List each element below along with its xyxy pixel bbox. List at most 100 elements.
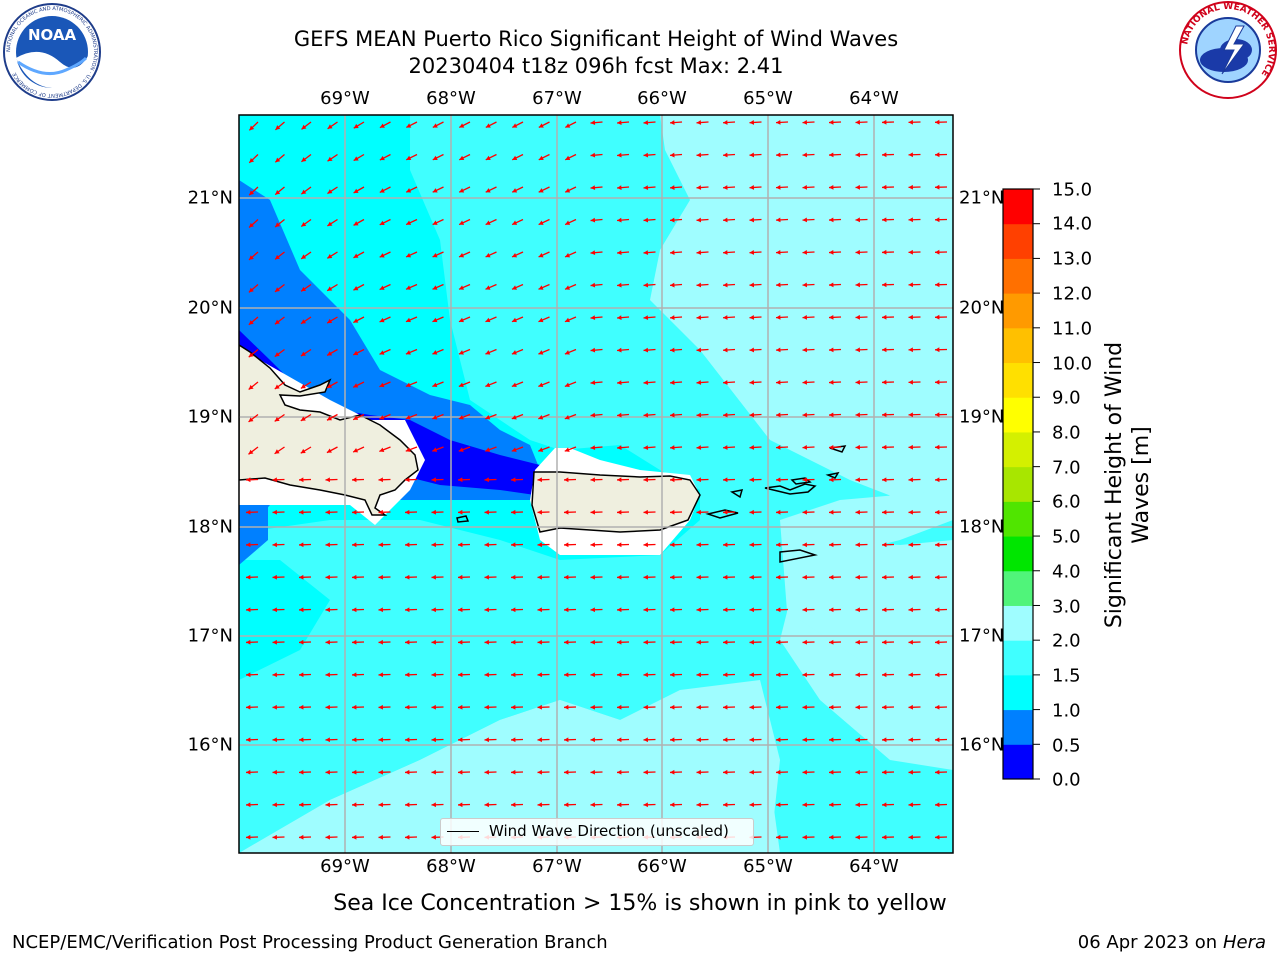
wave-direction-arrowhead [776,509,781,515]
wave-direction-arrowhead [935,347,940,353]
wave-direction-arrowhead [325,509,330,515]
wave-direction-arrowhead [617,250,622,256]
wave-direction-arrowhead [882,347,887,353]
colorbar-segment [1003,466,1033,502]
wave-direction-arrowhead [670,380,675,385]
wave-direction-arrowhead [749,672,754,678]
wave-direction-arrowhead [908,574,913,580]
colorbar-tick: 15.0 [1052,179,1093,201]
wave-direction-arrowhead [617,217,622,223]
colorbar-tick: 1.0 [1052,700,1081,722]
wave-direction-arrowhead [829,509,834,515]
wave-direction-arrowhead [882,672,887,678]
wave-direction-arrowhead [749,282,755,288]
wave-direction-arrowhead [829,412,834,418]
wave-direction-arrowhead [670,120,675,125]
colorbar-segment [1003,744,1033,780]
wave-direction-arrowhead [272,509,277,515]
wave-direction-arrowhead [696,607,701,613]
colorbar-tick: 13.0 [1052,248,1093,270]
wave-direction-arrowhead [882,477,887,483]
wave-direction-arrowhead [537,574,542,580]
wave-direction-arrowhead [829,249,834,255]
wave-direction-arrowhead [353,285,359,291]
wave-direction-arrowhead [511,350,517,355]
wave-direction-arrowhead [723,347,728,353]
colorbar-tick: 1.5 [1052,665,1081,687]
nws-logo: NATIONAL WEATHER SERVICE [1176,0,1280,104]
wave-direction-arrowhead [670,672,675,678]
wave-direction-arrowhead [855,249,860,255]
wave-direction-arrowhead [459,123,465,128]
wave-direction-arrowhead [275,125,281,130]
wave-direction-arrowhead [696,509,701,515]
wave-direction-arrowhead [935,379,940,385]
wave-direction-arrowhead [855,834,860,840]
wave-direction-arrowhead [431,834,436,840]
st-croix [779,549,818,563]
wave-direction-arrowhead [590,769,595,775]
lat-label-right: 16°N [959,734,1003,756]
wave-direction-arrowhead [908,152,913,158]
wave-direction-arrowhead [776,217,781,223]
wave-direction-arrowhead [406,155,412,161]
wave-direction-arrowhead [511,607,516,613]
wave-direction-arrowhead [275,254,281,260]
legend-label: Wind Wave Direction (unscaled) [489,822,729,840]
wave-direction-arrowhead [776,152,781,158]
wave-direction-arrowhead [908,217,913,223]
wave-direction-arrowhead [484,542,489,548]
wave-direction-arrowhead [458,607,463,613]
wave-direction-arrowhead [299,802,304,808]
noaa-logo-text: NOAA [28,26,77,44]
lat-label-right: 19°N [959,406,1003,428]
wave-direction-arrowhead [829,574,834,580]
wave-direction-arrowhead [327,318,333,324]
wave-direction-arrowhead [829,184,834,190]
wave-direction-arrowhead [935,639,940,645]
wave-direction-arrowhead [723,120,728,125]
lon-label-bottom: 69°W [320,856,370,877]
wave-direction-arrowhead [537,639,542,645]
wave-direction-arrowhead [670,412,675,418]
wave-direction-arrowhead [537,542,542,548]
wave-direction-arrowhead [882,639,887,645]
wave-direction-arrowhead [458,350,464,355]
wave-direction-arrowhead [590,802,595,808]
wave-direction-arrowhead [379,415,385,420]
wave-direction-arrowhead [326,448,332,453]
wave-direction-arrowhead [696,737,701,743]
wave-direction-arrowhead [379,285,385,290]
mona-island [456,515,470,523]
wave-direction-arrowhead [327,156,333,162]
wave-direction-arrowhead [432,155,438,161]
ocean-0_5-1m-sw [239,500,268,565]
wave-direction-arrowhead [325,704,330,710]
wave-direction-arrowhead [935,672,940,678]
wave-direction-arrowhead [511,382,517,388]
wave-direction-arrowhead [617,315,622,321]
wave-direction-arrowhead [643,250,649,255]
wave-direction-arrowhead [935,412,940,418]
wave-direction-arrowhead [590,704,595,710]
wave-direction-arrowhead [327,253,333,259]
wave-direction-arrowhead [855,379,860,385]
wave-direction-arrowhead [776,607,781,613]
colorbar-segment [1003,189,1033,225]
wave-direction-arrowhead [352,802,357,808]
wave-direction-arrowhead [749,315,755,320]
wave-direction-arrowhead [458,317,464,323]
wave-direction-arrowhead [802,542,807,548]
wave-direction-arrowhead [537,802,542,808]
wave-direction-arrowhead [776,412,781,418]
wave-direction-arrowhead [696,282,702,288]
wave-direction-arrowhead [670,185,675,190]
wave-direction-arrowhead [723,315,728,320]
colorbar-tick: 3.0 [1052,596,1081,618]
wave-direction-arrowhead [274,319,280,325]
wave-direction-arrowhead [723,412,728,418]
wave-direction-arrowhead [723,509,728,515]
lon-label-top: 65°W [743,88,793,109]
wave-direction-arrowhead [512,285,517,290]
wave-direction-arrowhead [272,639,277,645]
